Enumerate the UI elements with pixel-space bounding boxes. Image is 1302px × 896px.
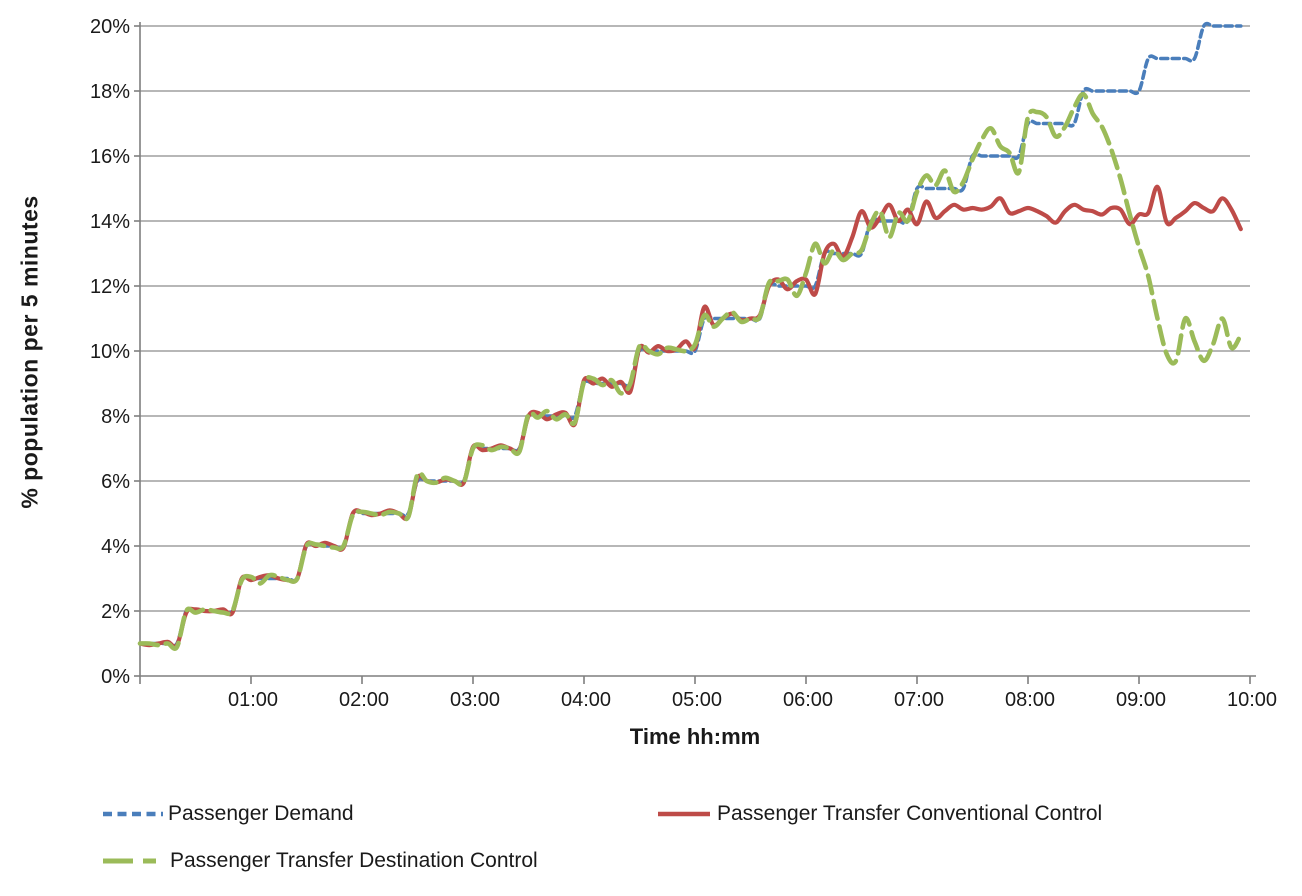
axis-tick-labels: 0% 2% 4% 6% 8% 10% 12% 14% 16% 18% 20% 01:00 02:00 03… <box>90 16 1277 711</box>
x-tick-label: 09:00 <box>1116 689 1166 711</box>
y-tick-label: 8% <box>101 406 130 428</box>
series-line-passenger-transfer-conventional-control <box>137 184 1243 649</box>
x-tick-label: 03:00 <box>450 689 500 711</box>
y-axis-title: % population per 5 minutes <box>16 195 43 509</box>
series-line-passenger-transfer-destination-control <box>137 91 1244 651</box>
legend-label: Passenger Demand <box>168 802 354 825</box>
x-axis-title: Time hh:mm <box>629 724 761 749</box>
x-tick-label: 10:00 <box>1227 689 1277 711</box>
y-tick-label: 10% <box>90 341 130 363</box>
legend-marker-conventional-icon <box>658 811 710 817</box>
y-tick-label: 4% <box>101 536 130 558</box>
x-tick-label: 05:00 <box>672 689 722 711</box>
legend-item-conventional-control: Passenger Transfer Conventional Control <box>655 802 1102 826</box>
x-tick-label: 07:00 <box>894 689 944 711</box>
y-tick-label: 0% <box>101 666 130 688</box>
legend-marker-demand-icon <box>103 811 163 817</box>
y-tick-label: 16% <box>90 146 130 168</box>
x-tick-label: 08:00 <box>1005 689 1055 711</box>
y-tick-label: 20% <box>90 16 130 38</box>
y-tick-label: 12% <box>90 276 130 298</box>
y-tick-label: 18% <box>90 81 130 103</box>
gridlines <box>140 25 1250 612</box>
legend-marker-destination-icon <box>103 858 165 864</box>
x-tick-label: 01:00 <box>228 689 278 711</box>
y-tick-label: 2% <box>101 601 130 623</box>
axes <box>134 22 1256 684</box>
legend-item-destination-control: Passenger Transfer Destination Control <box>100 849 538 873</box>
legend-label: Passenger Transfer Destination Control <box>170 849 538 872</box>
x-tick-label: 04:00 <box>561 689 611 711</box>
y-tick-label: 6% <box>101 471 130 493</box>
legend-item-passenger-demand: Passenger Demand <box>100 802 354 826</box>
x-tick-label: 02:00 <box>339 689 389 711</box>
series-lines <box>137 21 1244 651</box>
legend-label: Passenger Transfer Conventional Control <box>717 802 1103 825</box>
y-tick-label: 14% <box>90 211 130 233</box>
x-tick-label: 06:00 <box>783 689 833 711</box>
